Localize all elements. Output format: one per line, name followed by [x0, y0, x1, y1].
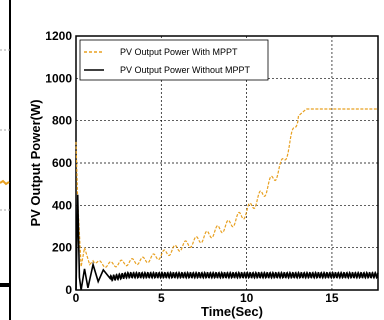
series-line-without-mppt: [75, 194, 379, 291]
legend: PV Output Power With MPPT PV Output Powe…: [79, 39, 269, 81]
y-tick-label: 400: [52, 198, 72, 212]
y-tick-label: 200: [52, 241, 72, 255]
y-tick-label: 1200: [45, 29, 72, 43]
y-tick-label: 1000: [45, 71, 72, 85]
x-tick-label: 5: [158, 291, 165, 305]
y-tick-label: 800: [52, 114, 72, 128]
legend-label-without-mppt: PV Output Power Without MPPT: [120, 65, 251, 75]
x-tick-label: 10: [240, 291, 254, 305]
legend-label-with-mppt: PV Output Power With MPPT: [120, 47, 238, 57]
x-axis-label: Time(Sec): [201, 304, 263, 319]
series-layer: [75, 108, 379, 291]
x-tick-label: 0: [73, 291, 80, 305]
left-panel-fragment: [0, 0, 14, 320]
ticks: 0 5 10 15 0 200 400 600 800 1000 1200: [45, 29, 339, 305]
x-tick-label: 15: [325, 291, 339, 305]
y-tick-label: 0: [65, 283, 72, 297]
y-tick-label: 600: [52, 156, 72, 170]
y-axis-label: PV Output Power(W): [28, 99, 43, 226]
series-line-with-mppt: [75, 108, 378, 268]
